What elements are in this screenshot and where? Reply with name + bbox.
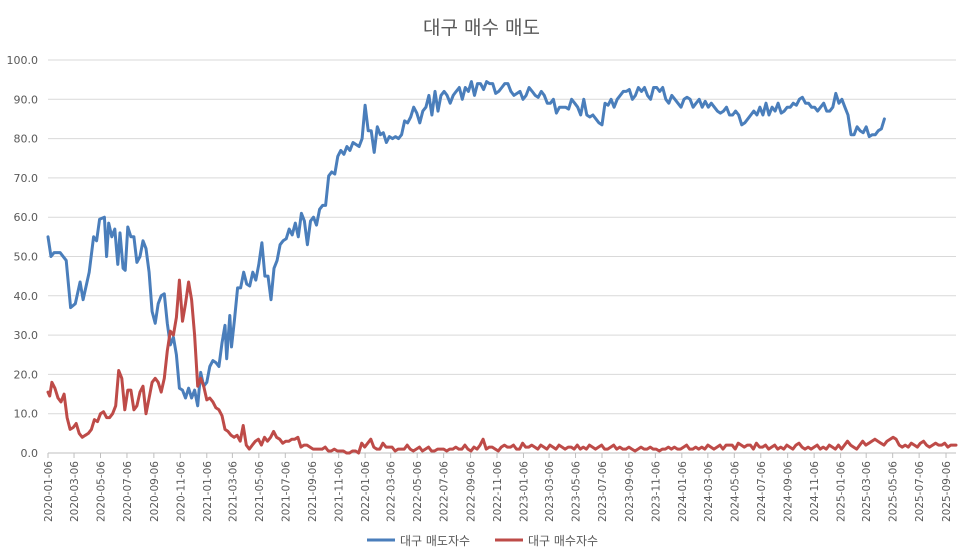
legend-item-sell: 대구 매도자수 — [367, 534, 470, 548]
y-tick-label: 50.0 — [14, 251, 39, 264]
y-axis-ticks: 0.0 10.0 20.0 30.0 40.0 50.0 60.0 70.0 80.0 90.0 1… — [7, 54, 39, 460]
y-tick-label: 70.0 — [14, 172, 39, 185]
x-tick-label: 2020-11-06 — [175, 461, 187, 522]
x-tick-label: 2020-01-06 — [43, 461, 55, 522]
x-tick-label: 2021-05-06 — [254, 461, 266, 522]
y-tick-label: 30.0 — [14, 329, 39, 342]
x-tick-label: 2025-09-06 — [941, 461, 953, 522]
x-tick-label: 2023-03-06 — [544, 461, 556, 522]
x-tick-label: 2021-01-06 — [202, 461, 214, 522]
x-tick-label: 2025-05-06 — [888, 461, 900, 522]
x-tick-label: 2020-05-06 — [95, 461, 107, 522]
x-tick-label: 2021-09-06 — [307, 461, 319, 522]
x-tick-label: 2020-03-06 — [69, 461, 81, 522]
x-tick-label: 2022-09-06 — [466, 461, 478, 522]
x-tick-label: 2022-03-06 — [386, 461, 398, 522]
series-layer — [46, 80, 958, 455]
y-tick-label: 10.0 — [14, 408, 39, 421]
x-tick-label: 2022-01-06 — [360, 461, 372, 522]
x-tick-label: 2024-07-06 — [756, 461, 768, 522]
x-tick-label: 2024-05-06 — [729, 461, 741, 522]
x-tick-label: 2023-07-06 — [597, 461, 609, 522]
x-tick-label: 2022-05-06 — [412, 461, 424, 522]
x-tick-label: 2023-11-06 — [650, 461, 662, 522]
x-tick-label: 2021-11-06 — [334, 461, 346, 522]
x-axis-ticks: 2020-01-06 2020-03-06 2020-05-06 2020-07-06… — [43, 453, 953, 522]
x-tick-label: 2024-01-06 — [677, 461, 689, 522]
y-tick-label: 40.0 — [14, 290, 39, 303]
x-tick-label: 2020-07-06 — [122, 461, 134, 522]
x-tick-label: 2023-09-06 — [624, 461, 636, 522]
x-tick-label: 2023-05-06 — [571, 461, 583, 522]
y-tick-label: 100.0 — [7, 54, 39, 67]
y-tick-label: 0.0 — [21, 447, 39, 460]
legend-label-sell: 대구 매도자수 — [400, 534, 470, 548]
y-tick-label: 90.0 — [14, 93, 39, 106]
x-tick-label: 2020-09-06 — [149, 461, 161, 522]
x-tick-label: 2023-01-06 — [518, 461, 530, 522]
y-tick-label: 20.0 — [14, 368, 39, 381]
series-line-sell — [46, 80, 886, 408]
x-tick-label: 2024-03-06 — [703, 461, 715, 522]
y-tick-label: 60.0 — [14, 211, 39, 224]
x-tick-label: 2022-07-06 — [439, 461, 451, 522]
x-tick-label: 2024-09-06 — [783, 461, 795, 522]
x-tick-label: 2024-11-06 — [809, 461, 821, 522]
series-line-buy — [46, 278, 958, 455]
x-tick-label: 2025-01-06 — [836, 461, 848, 522]
x-tick-label: 2021-07-06 — [280, 461, 292, 522]
legend-item-buy: 대구 매수자수 — [495, 534, 598, 548]
y-tick-label: 80.0 — [14, 133, 39, 146]
x-tick-label: 2025-03-06 — [861, 461, 873, 522]
legend-label-buy: 대구 매수자수 — [528, 534, 598, 548]
x-tick-label: 2022-11-06 — [492, 461, 504, 522]
x-tick-label: 2021-03-06 — [227, 461, 239, 522]
chart-title: 대구 매수 매도 — [423, 17, 540, 39]
x-tick-label: 2025-07-06 — [914, 461, 926, 522]
legend: 대구 매도자수 대구 매수자수 — [367, 534, 598, 548]
